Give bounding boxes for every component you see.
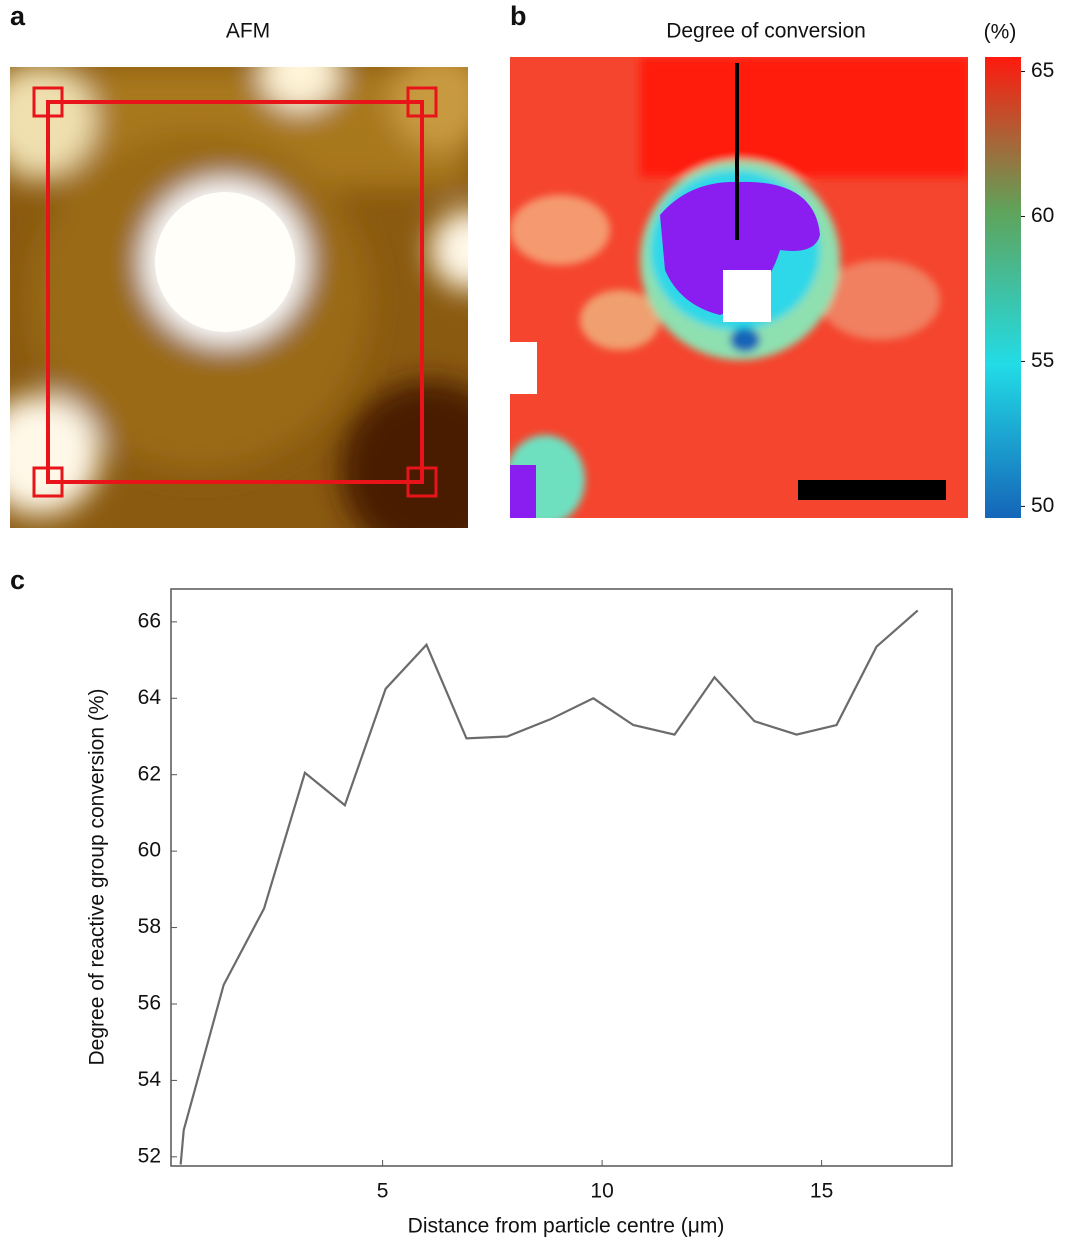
x-axis-label: Distance from particle centre (μm)	[408, 1215, 725, 1238]
panel-label: c	[10, 565, 25, 595]
y-tick-label: 54	[138, 1068, 162, 1091]
plot-frame	[170, 588, 953, 1167]
x-tick-label: 5	[377, 1180, 389, 1203]
data-line	[179, 609, 919, 1165]
x-tick-label: 10	[590, 1180, 613, 1203]
heatmap-image	[510, 57, 968, 518]
colorbar-tick-label: 60	[1031, 204, 1054, 227]
panel-title: AFM	[226, 20, 270, 43]
y-tick-label: 64	[138, 686, 162, 709]
colorbar	[985, 57, 1021, 518]
afm-image	[10, 67, 468, 528]
x-tick-label: 15	[810, 1180, 833, 1203]
panel-label: a	[10, 1, 26, 31]
colorbar-tick-label: 65	[1031, 59, 1054, 82]
panel-label: b	[510, 1, 527, 31]
y-tick-label: 62	[138, 762, 161, 785]
y-tick-label: 56	[138, 992, 161, 1015]
y-tick-label: 66	[138, 609, 161, 632]
colorbar-label: (%)	[984, 21, 1017, 44]
y-tick-label: 60	[138, 839, 161, 862]
panel-title: Degree of conversion	[666, 20, 866, 43]
colorbar-tick-label: 55	[1031, 349, 1054, 372]
colorbar-tick-label: 50	[1031, 494, 1054, 517]
y-tick-label: 52	[138, 1144, 161, 1167]
y-axis-label: Degree of reactive group conversion (%)	[86, 688, 109, 1065]
y-tick-label: 58	[138, 915, 161, 938]
